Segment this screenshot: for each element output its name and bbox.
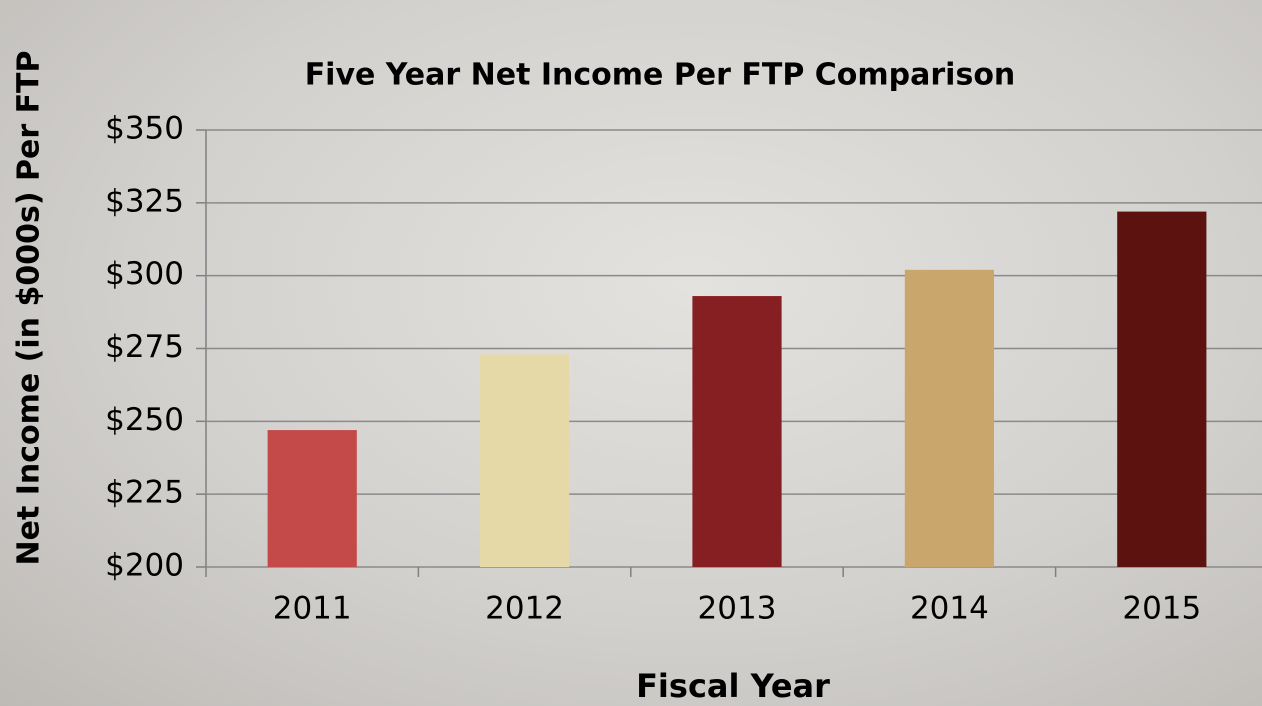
x-tick-label: 2011 — [273, 591, 352, 627]
chart-title: Five Year Net Income Per FTP Comparison — [305, 58, 1016, 93]
y-tick-label: $225 — [105, 475, 184, 511]
x-tick-label: 2015 — [1122, 591, 1201, 627]
chart: Five Year Net Income Per FTP Comparison … — [0, 0, 1262, 706]
x-tick-label: 2013 — [698, 591, 777, 627]
y-tick-label: $325 — [105, 183, 184, 219]
y-tick-label: $200 — [105, 548, 184, 584]
y-tick-label: $300 — [105, 256, 184, 292]
x-tick-label: 2014 — [910, 591, 989, 627]
page: Five Year Net Income Per FTP Comparison … — [0, 0, 1262, 706]
bar — [692, 296, 781, 567]
y-tick-label: $350 — [105, 111, 184, 147]
x-tick-label: 2012 — [485, 591, 564, 627]
x-axis-label: Fiscal Year — [636, 667, 830, 705]
bar — [480, 354, 569, 567]
bar — [268, 430, 357, 567]
y-axis-label: Net Income (in $000s) Per FTP — [12, 50, 47, 565]
bar — [905, 270, 994, 567]
y-tick-label: $250 — [105, 402, 184, 438]
bar — [1117, 212, 1206, 567]
y-tick-label: $275 — [105, 329, 184, 365]
